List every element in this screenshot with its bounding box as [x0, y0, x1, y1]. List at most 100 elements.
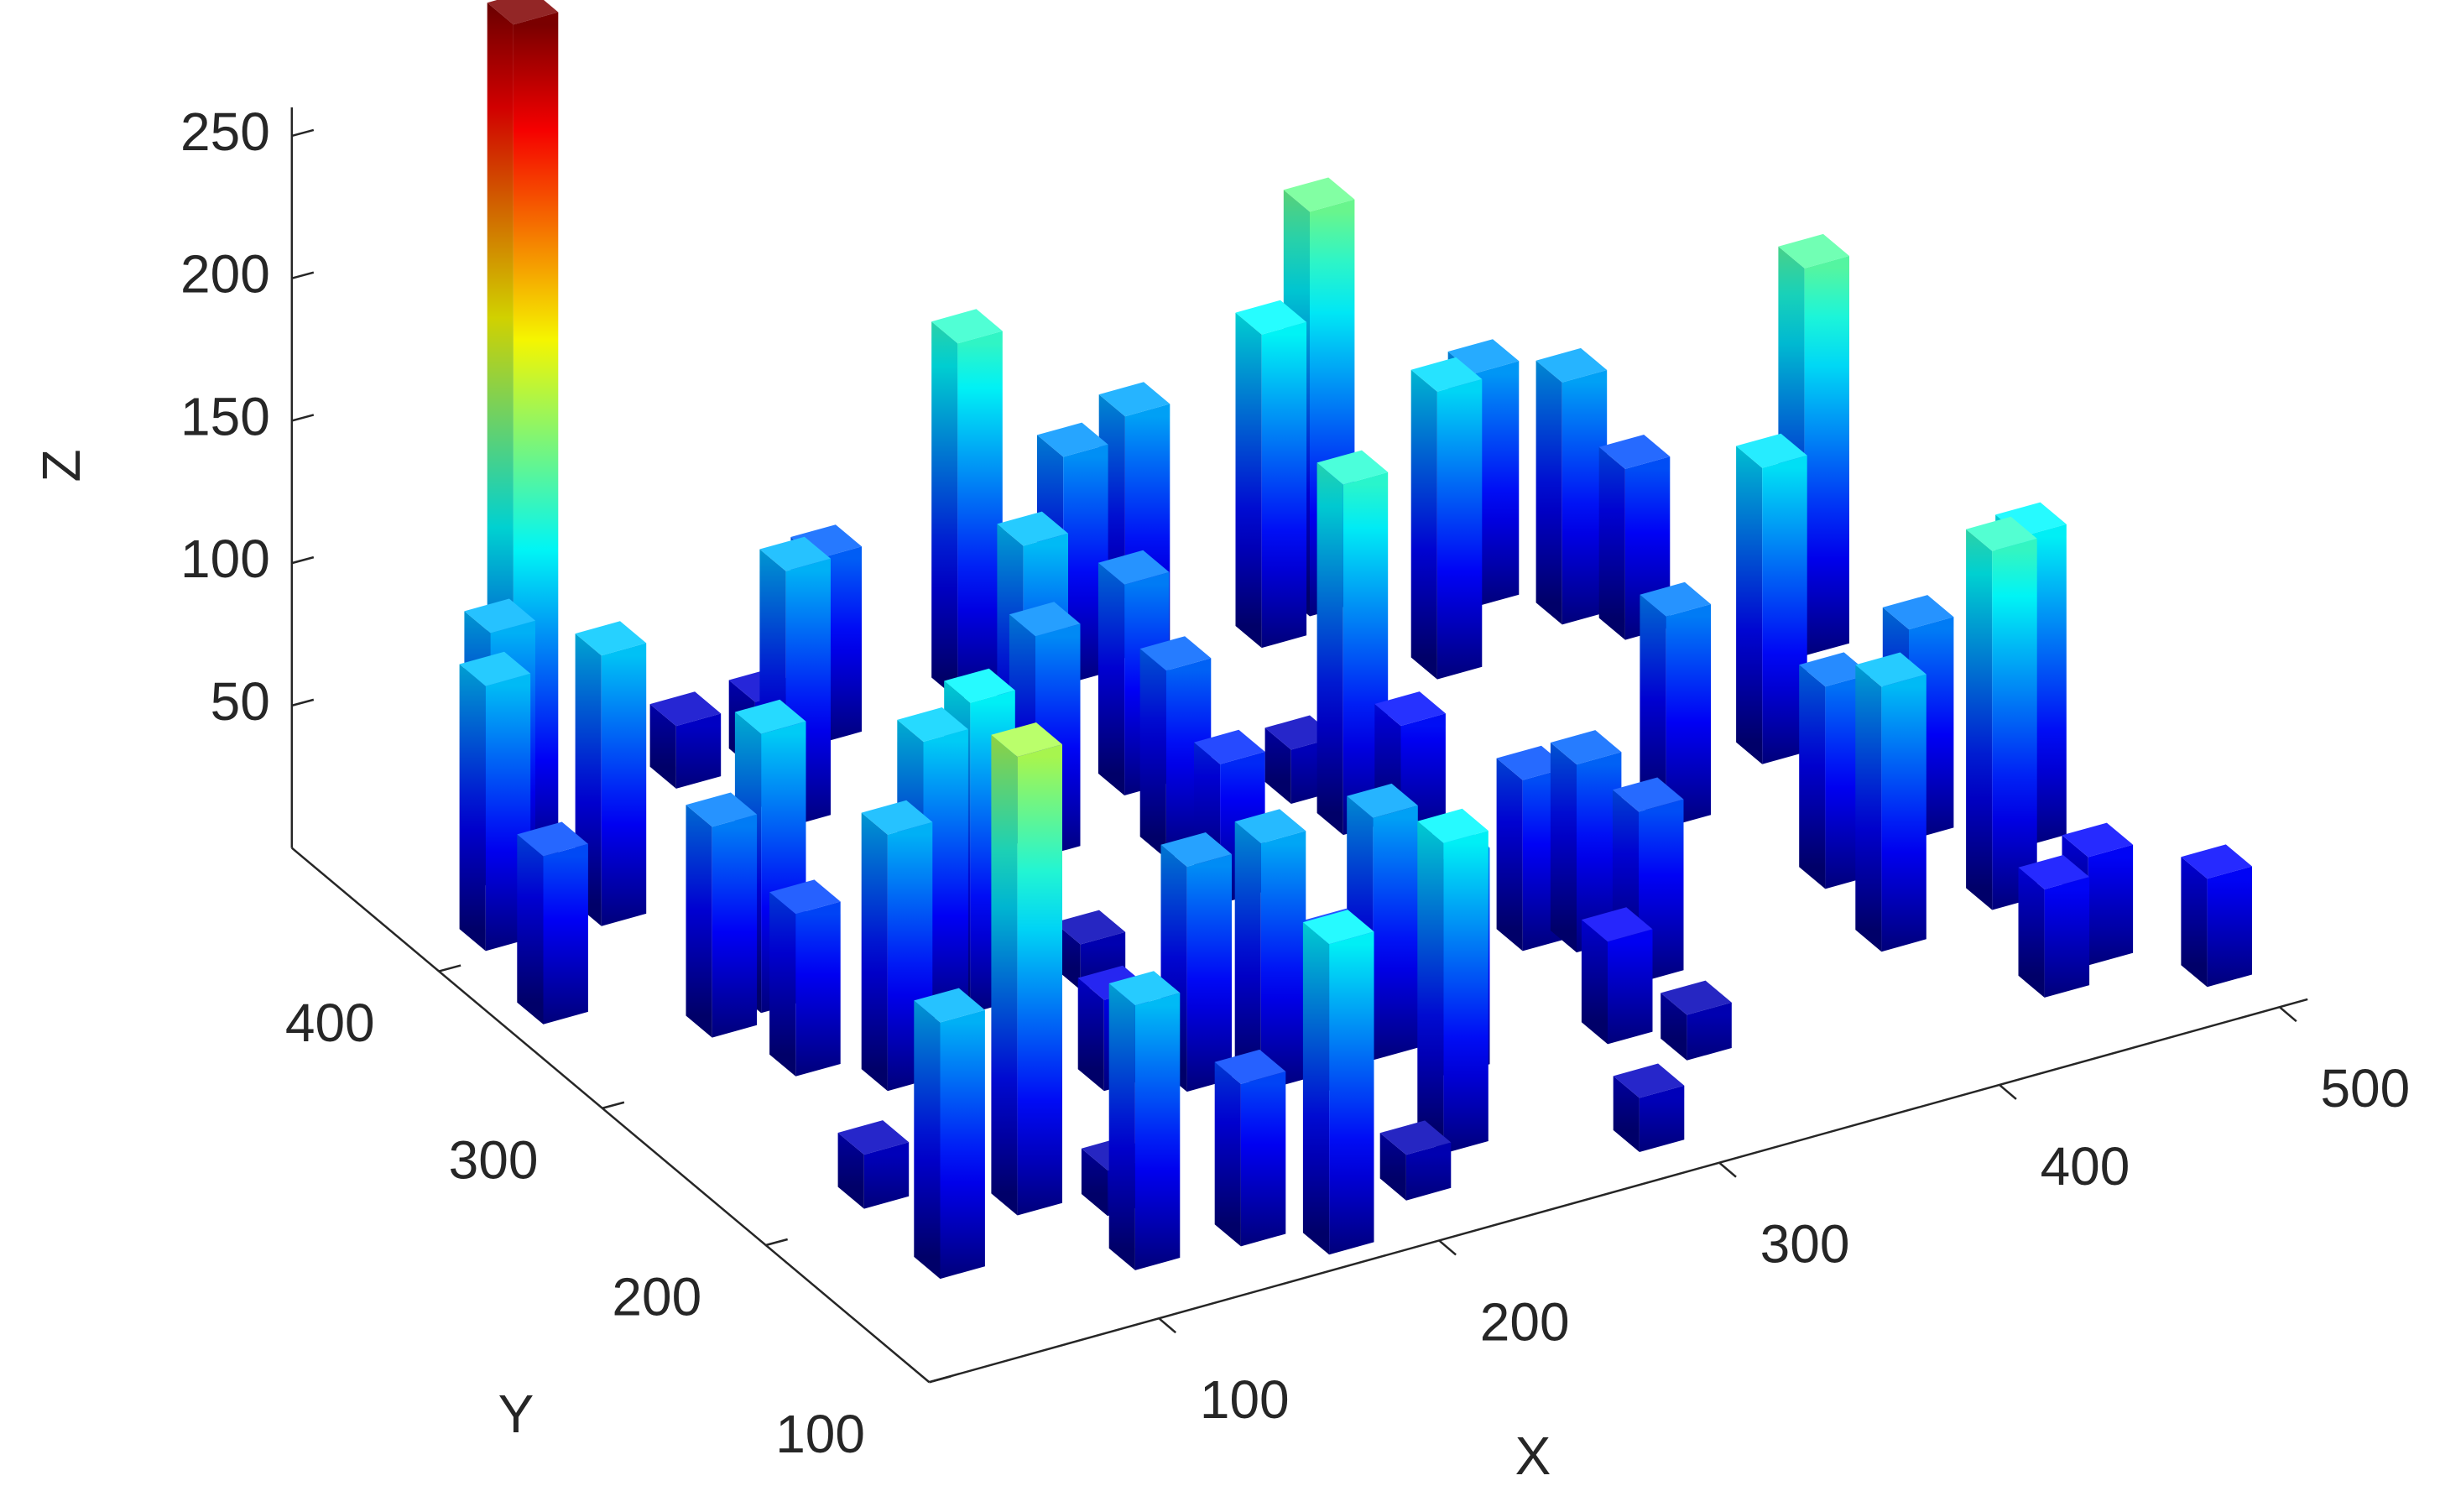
bar	[1139, 636, 1212, 859]
bar-top-face	[1302, 910, 1374, 945]
y-axis-label: Y	[498, 1384, 534, 1444]
x-tick-label: 100	[1200, 1369, 1290, 1430]
bar-side-face	[931, 321, 958, 700]
z-tick	[291, 414, 315, 422]
x-tick-label: 500	[2320, 1058, 2410, 1118]
bar-top-face	[1447, 339, 1520, 374]
bar-top-face	[1736, 433, 1807, 468]
bar-top-face	[2062, 822, 2134, 858]
bar-side-face	[1598, 446, 1625, 640]
bar-top-face	[1194, 729, 1265, 764]
bar-front-face	[2044, 877, 2090, 998]
bar-top-face	[1778, 233, 1849, 269]
bar-side-face	[459, 664, 486, 952]
bar-front-face	[1240, 1071, 1286, 1247]
bar-front-face	[863, 1142, 910, 1209]
bar	[1234, 809, 1306, 1092]
bar-front-face	[1561, 370, 1608, 625]
bar-side-face	[649, 704, 676, 789]
y-tick	[602, 1101, 625, 1109]
bar-front-face	[1577, 752, 1622, 953]
bar-top-face	[1550, 730, 1622, 765]
bar-top-face	[1661, 980, 1732, 1015]
y-tick	[765, 1238, 788, 1247]
bar	[1302, 910, 1374, 1255]
bar-front-face	[1639, 1085, 1685, 1152]
bar-top-face	[997, 511, 1068, 546]
bar-side-face	[1496, 758, 1523, 952]
bar-top-face	[1235, 300, 1307, 335]
bar	[1855, 652, 1926, 952]
bar-top-face	[1855, 652, 1926, 687]
bar-top-face	[649, 691, 722, 727]
bar-top-face	[1496, 745, 1568, 780]
bar-top-face	[944, 668, 1015, 703]
bar-top-face	[1379, 1120, 1452, 1155]
bar-front-face	[1608, 929, 1653, 1045]
bar-front-face	[2207, 866, 2252, 988]
z-tick-label: 100	[180, 529, 270, 589]
bar	[1550, 730, 1622, 953]
bar-front-face	[957, 331, 1003, 700]
bar-front-face	[1373, 806, 1418, 1061]
bar-side-face	[769, 892, 796, 1077]
bar-front-face	[2088, 844, 2134, 966]
bar-side-face	[1736, 446, 1763, 764]
bar-front-face	[1473, 361, 1520, 607]
z-tick-label: 150	[180, 386, 270, 446]
bar-top-face	[1316, 450, 1389, 485]
bar-top-face	[1966, 516, 2037, 551]
bar	[2018, 855, 2090, 998]
bar-side-face	[1799, 665, 1826, 889]
bar-top-face	[1098, 382, 1170, 417]
y-tick-label: 400	[285, 993, 375, 1053]
z-tick-label: 250	[180, 102, 270, 162]
x-tick	[1718, 1161, 1737, 1178]
bar-side-face	[861, 812, 888, 1092]
bar-side-face	[1214, 1061, 1241, 1247]
bar-top-face	[464, 598, 535, 633]
bar-side-face	[1108, 983, 1135, 1270]
bar-front-face	[1329, 931, 1374, 1255]
bar-side-face	[517, 834, 544, 1025]
bar-front-face	[1687, 1002, 1732, 1061]
bar-top-face	[1640, 581, 1711, 617]
y-tick-label: 100	[775, 1404, 865, 1464]
bar-front-face	[1436, 378, 1483, 680]
bar-side-face	[1640, 594, 1666, 827]
bar	[1235, 300, 1307, 649]
bar	[517, 821, 588, 1025]
bar-side-face	[2181, 857, 2208, 988]
bar-front-face	[1261, 321, 1307, 649]
bar-side-face	[1855, 665, 1882, 952]
bar	[1214, 1049, 1286, 1247]
bar-front-face	[1443, 831, 1489, 1154]
x-tick	[1999, 1083, 2017, 1100]
y-tick	[438, 964, 461, 972]
bar-top-face	[897, 707, 968, 742]
x-tick	[1158, 1317, 1177, 1334]
bar	[991, 722, 1062, 1216]
bar-top-face	[991, 722, 1062, 757]
bar-side-face	[1097, 562, 1125, 795]
bar-front-face	[1881, 674, 1926, 952]
bar-front-face	[923, 729, 968, 1021]
x-tick-label: 400	[2041, 1136, 2130, 1197]
bar-top-face	[1037, 422, 1108, 457]
bar	[1640, 581, 1711, 827]
bar	[1613, 1063, 1685, 1152]
bar-front-face	[543, 843, 588, 1025]
bar	[1379, 1120, 1452, 1201]
bar-top-face	[861, 800, 933, 835]
bar-side-face	[1234, 821, 1261, 1092]
bar-top-face	[1139, 636, 1212, 671]
bar-top-face	[1612, 777, 1684, 812]
bar-front-face	[940, 1009, 985, 1280]
bar-side-face	[1139, 649, 1166, 859]
bar-top-face	[1097, 550, 1170, 585]
bar-top-face	[686, 792, 758, 827]
bar-side-face	[837, 1133, 864, 1209]
bar-side-face	[1417, 821, 1444, 1154]
bar-front-face	[1405, 1142, 1452, 1201]
bar-top-face	[2018, 855, 2090, 889]
